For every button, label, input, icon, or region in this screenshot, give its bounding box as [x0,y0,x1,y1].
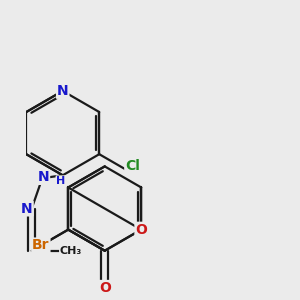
Text: O: O [135,223,147,237]
Text: N: N [38,170,49,184]
Text: N: N [57,84,69,98]
Text: O: O [99,281,111,295]
Text: N: N [21,202,33,216]
Text: H: H [56,176,66,186]
Text: Cl: Cl [125,159,140,173]
Text: Br: Br [32,238,50,252]
Text: CH₃: CH₃ [60,246,82,256]
